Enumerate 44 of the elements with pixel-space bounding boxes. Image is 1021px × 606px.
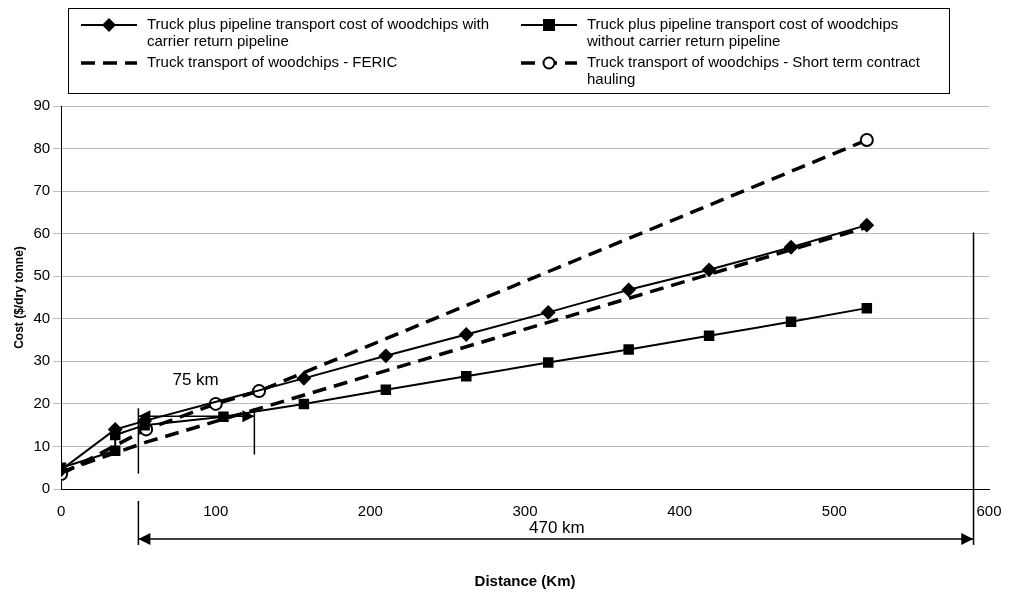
point bbox=[621, 282, 636, 297]
legend-label: Truck plus pipeline transport cost of woodchips with carrier return pipeline bbox=[147, 15, 491, 49]
x-tick-label: 500 bbox=[821, 502, 847, 520]
y-tick-label: 50 bbox=[33, 266, 51, 284]
point bbox=[109, 445, 121, 456]
y-tick-label: 60 bbox=[33, 223, 51, 241]
y-tick-label: 40 bbox=[33, 308, 51, 326]
point bbox=[703, 330, 715, 342]
y-tick-label: 90 bbox=[33, 96, 51, 114]
point bbox=[859, 133, 874, 148]
point bbox=[784, 240, 799, 255]
y-tick-label: 70 bbox=[33, 181, 51, 199]
annotation: 75 km bbox=[172, 370, 219, 391]
point bbox=[461, 370, 472, 382]
point bbox=[785, 316, 797, 327]
y-tick-label: 0 bbox=[41, 479, 51, 497]
y-tick-label: 80 bbox=[33, 138, 51, 156]
legend-label: Truck plus pipeline transport cost of woodchips without carrier return pipeline bbox=[587, 15, 900, 49]
text: 470 km bbox=[528, 518, 586, 538]
x-tick-label: 200 bbox=[357, 502, 383, 520]
y-tick-label: 10 bbox=[33, 436, 51, 454]
point bbox=[298, 398, 310, 410]
point bbox=[380, 384, 392, 396]
point bbox=[218, 411, 229, 422]
x-tick-label: 300 bbox=[512, 502, 538, 520]
point bbox=[541, 305, 556, 320]
legend-label: Truck transport of woodchips - FERIC bbox=[147, 53, 398, 70]
x-tick-label: 600 bbox=[976, 502, 1002, 520]
point bbox=[861, 302, 873, 314]
x-tick-label: 0 bbox=[56, 502, 66, 520]
x-tick-label: 100 bbox=[203, 502, 229, 520]
point bbox=[378, 348, 393, 363]
x-axis-title: Distance (Km) bbox=[474, 572, 576, 590]
x-tick-label: 400 bbox=[667, 502, 693, 520]
point bbox=[859, 218, 874, 233]
legend-label: Truck transport of woodchips - Short term contract hauling bbox=[587, 53, 921, 87]
point bbox=[459, 327, 474, 342]
y-tick-label: 20 bbox=[33, 394, 51, 412]
point bbox=[702, 262, 717, 277]
point bbox=[623, 344, 634, 355]
point bbox=[296, 371, 311, 386]
y-axis-title: Cost ($/dry tonne) bbox=[11, 246, 26, 349]
point bbox=[543, 357, 554, 368]
y-tick-label: 30 bbox=[33, 351, 51, 369]
